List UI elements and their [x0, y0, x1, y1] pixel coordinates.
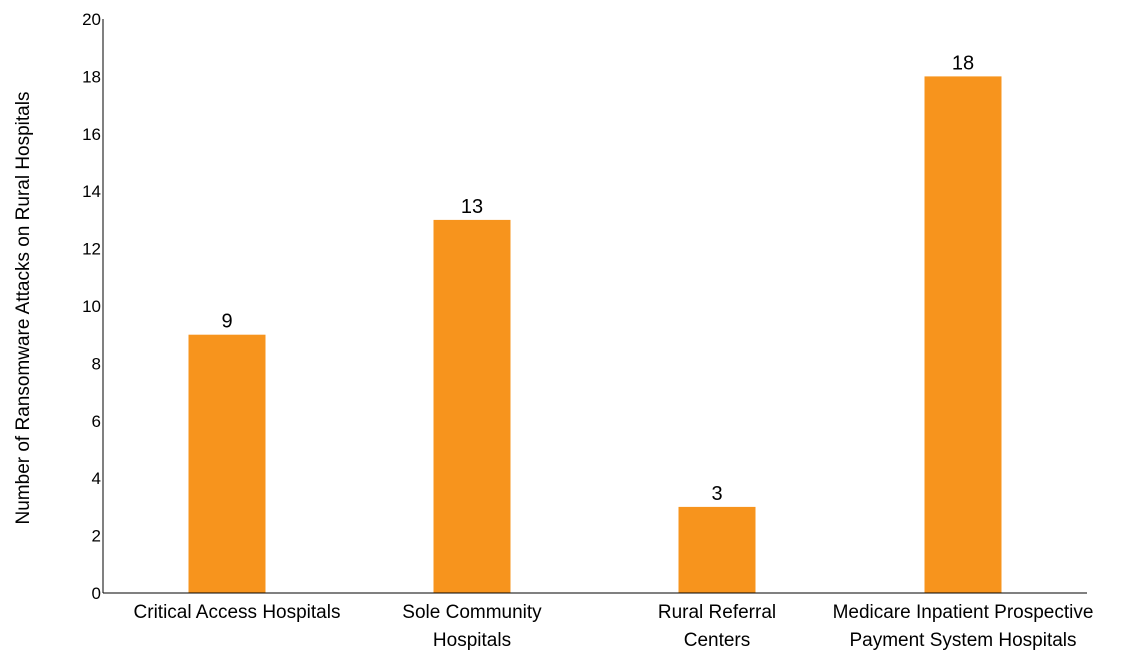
y-tick-label: 18 [82, 67, 101, 86]
bars [188, 76, 1002, 593]
y-tick-label: 0 [92, 584, 101, 603]
x-category-label: Medicare Inpatient Prospective [833, 602, 1094, 623]
x-category-label: Sole Community [402, 602, 542, 623]
y-tick-label: 10 [82, 297, 101, 316]
bar-data-label: 13 [461, 196, 483, 218]
x-axis-labels: Critical Access Hospitals Sole Community H… [134, 602, 1094, 651]
x-category-label: Critical Access Hospitals [134, 602, 341, 623]
y-tick-label: 12 [82, 240, 101, 259]
x-category-label: Payment System Hospitals [849, 630, 1076, 651]
x-category-label: Centers [684, 630, 751, 651]
data-labels: 9 13 3 18 [221, 52, 974, 505]
y-tick-label: 16 [82, 125, 101, 144]
y-axis-title: Number of Ransomware Attacks on Rural Ho… [13, 92, 34, 525]
y-tick-label: 6 [92, 412, 101, 431]
bar-data-label: 3 [711, 483, 722, 505]
x-category-label: Rural Referral [658, 602, 776, 623]
y-tick-label: 4 [92, 469, 101, 488]
y-tick-label: 8 [92, 354, 101, 373]
x-category-label: Hospitals [433, 630, 511, 651]
y-tick-label: 2 [92, 527, 101, 546]
bar-data-label: 18 [952, 52, 974, 74]
bar [678, 506, 756, 593]
y-tick-label: 20 [82, 10, 101, 29]
bar [188, 334, 266, 593]
bar-data-label: 9 [221, 311, 232, 333]
y-tick-label: 14 [82, 182, 101, 201]
bar [433, 219, 511, 593]
y-axis-ticks: 0 2 4 6 8 10 12 14 16 18 20 [82, 10, 101, 603]
bar [924, 76, 1002, 593]
